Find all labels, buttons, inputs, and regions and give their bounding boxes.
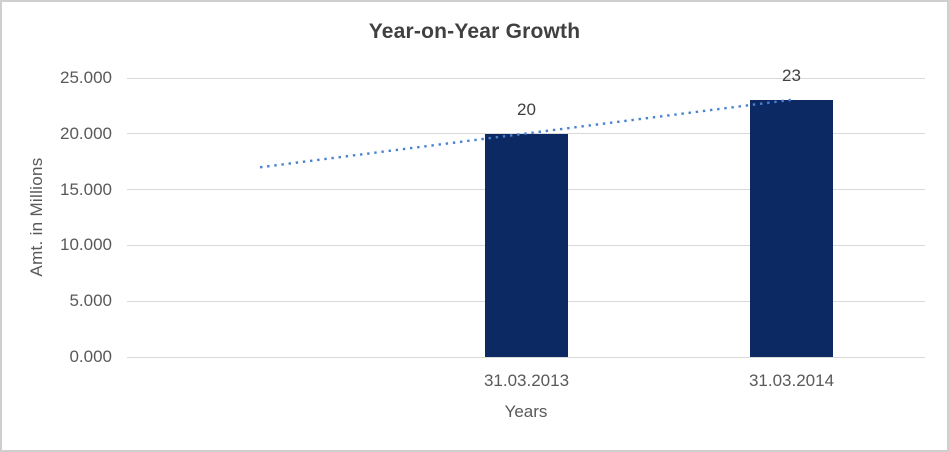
gridline bbox=[127, 77, 925, 79]
y-tick-label: 15.000 bbox=[60, 179, 112, 199]
y-tick-label: 20.000 bbox=[60, 123, 112, 143]
y-tick-label: 0.000 bbox=[69, 347, 112, 366]
bar-data-label: 23 bbox=[782, 66, 801, 86]
bar-data-label: 20 bbox=[517, 99, 536, 119]
chart-title: Year-on-Year Growth bbox=[368, 20, 581, 43]
gridline bbox=[127, 356, 925, 358]
y-tick-label: 5.000 bbox=[69, 291, 112, 311]
x-tick-label: 31.03.2013 bbox=[483, 371, 570, 390]
y-tick-label: 25.000 bbox=[60, 68, 112, 87]
y-tick-label: 10.000 bbox=[60, 235, 112, 255]
x-axis-title: Years bbox=[504, 402, 548, 421]
bar bbox=[485, 133, 568, 357]
x-tick-label: 31.03.2014 bbox=[748, 371, 835, 390]
